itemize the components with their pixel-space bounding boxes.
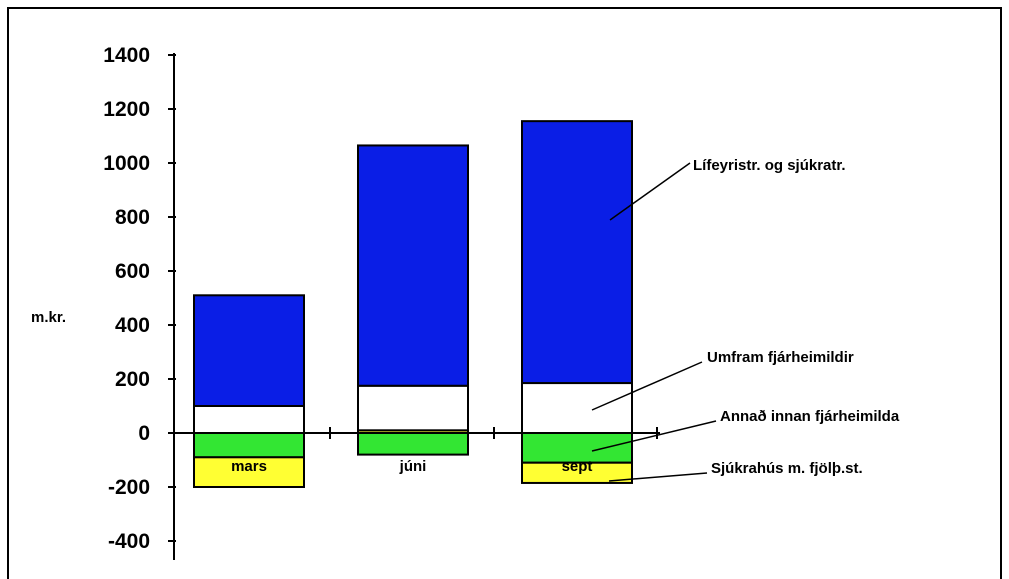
bar-segment [358,433,468,455]
category-label: sept [562,458,593,475]
y-tick-label: -400 [108,530,150,553]
bar-segment [522,121,632,383]
annotation-label: Sjúkrahús m. fjölþ.st. [711,460,863,477]
y-tick-label: 0 [138,422,150,445]
y-tick-label: 800 [115,206,150,229]
y-tick-label: 1000 [103,152,150,175]
y-ticks-group: -400 -200 0 200 400 600 800 1000 1200 1400 [103,44,176,553]
y-tick-label: 600 [115,260,150,283]
y-tick-label: 1400 [103,44,150,67]
y-tick-label: 200 [115,368,150,391]
y-tick-label: 400 [115,314,150,337]
bar-segment [358,145,468,385]
bar-segment [358,386,468,431]
category-label: mars [231,458,267,475]
y-axis-label: m.kr. [31,309,66,326]
y-tick-label: -200 [108,476,150,499]
bar-segment [194,433,304,457]
annotation-label: Annað innan fjárheimilda [720,408,900,425]
bar-segment [194,295,304,406]
bar-segment [522,383,632,433]
category-label: júni [399,458,427,475]
annotation-label: Lífeyristr. og sjúkratr. [693,157,846,174]
annotation-label: Umfram fjárheimildir [707,349,854,366]
chart-frame [8,8,1001,579]
bar-segment [194,406,304,433]
y-tick-label: 1200 [103,98,150,121]
